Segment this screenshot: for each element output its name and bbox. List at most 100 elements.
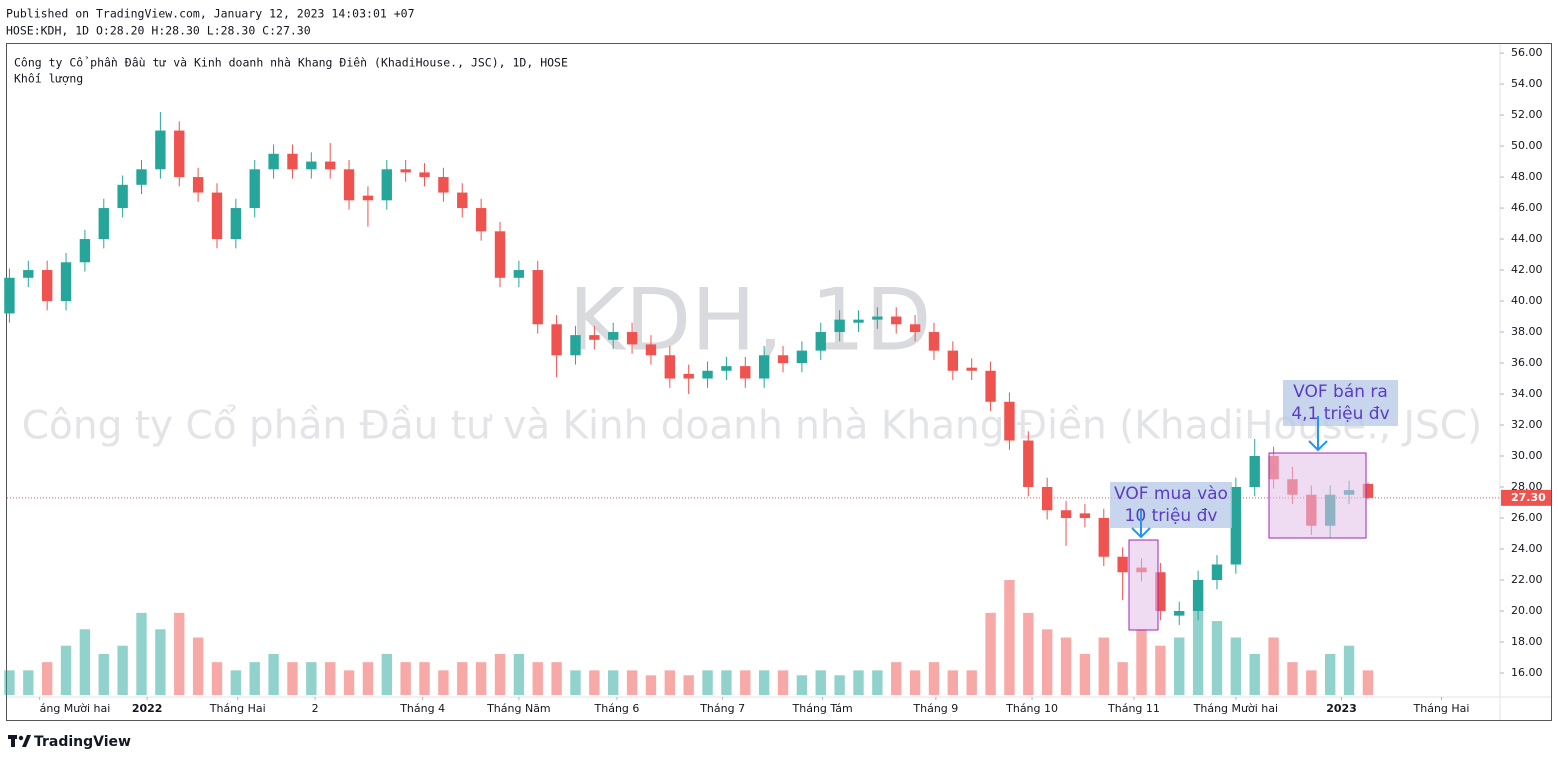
volume-bar (1136, 629, 1147, 695)
volume-bar (1155, 645, 1166, 695)
volume-bar (1362, 670, 1374, 695)
candle-body (589, 335, 600, 340)
volume-bar (494, 653, 506, 695)
last-price-box (1501, 489, 1551, 506)
candle-body (853, 319, 864, 323)
volume-bar (400, 662, 411, 695)
volume-bar (891, 662, 902, 695)
annotation-text: 4,1 triệu đv (1291, 404, 1389, 424)
candle-body (909, 324, 921, 333)
x-tick-label: Tháng 4 (399, 702, 445, 715)
y-tick-label: 24.00 (1511, 542, 1543, 555)
chart-frame (6, 43, 1552, 721)
candle-layer (4, 111, 1374, 625)
candle-body (777, 355, 789, 364)
candle-body (664, 355, 675, 379)
volume-bar (98, 653, 109, 695)
candle-body (438, 177, 449, 193)
candle-body (1174, 610, 1185, 616)
candle-body (192, 177, 204, 193)
volume-bar (1117, 662, 1128, 695)
volume-bar (589, 670, 600, 695)
volume-bar (1287, 662, 1298, 695)
volume-bar (702, 670, 713, 695)
annotation-arrowhead (1131, 527, 1151, 539)
candle-body (551, 324, 562, 356)
candle-body (400, 169, 411, 173)
candle-body (513, 270, 525, 278)
volume-bar (79, 629, 91, 695)
volume-bar (4, 670, 15, 695)
y-tick-label: 48.00 (1511, 170, 1543, 183)
volume-bar (1004, 580, 1015, 695)
candle-body (343, 169, 355, 201)
candle-body (475, 208, 487, 232)
candle-body (155, 130, 166, 170)
annotation-text: VOF bán ra (1293, 382, 1388, 402)
candle-body (1362, 483, 1374, 498)
x-tick-label: Tháng 11 (1107, 702, 1160, 715)
candle-body (136, 169, 147, 185)
volume-bar (928, 662, 940, 695)
candle-body (494, 231, 506, 278)
y-tick-label: 16.00 (1511, 666, 1543, 679)
candle-body (60, 262, 72, 302)
volume-bar (230, 670, 242, 695)
candle-body (570, 335, 581, 356)
volume-bar (551, 662, 562, 695)
volume-bar (985, 612, 996, 695)
volume-bar (1192, 588, 1204, 695)
volume-bar (1098, 637, 1109, 695)
volume-bar (532, 662, 543, 695)
candle-body (1192, 579, 1204, 611)
annotation-bg (1283, 380, 1398, 426)
candle-body (626, 332, 638, 345)
symbol-line: HOSE:KDH, 1D O:28.20 H:28.30 L:28.30 C:2… (6, 24, 311, 38)
volume-bar (758, 670, 770, 695)
volume-bar (1306, 670, 1317, 695)
legend-volume: Khối lượng (14, 72, 83, 86)
candle-body (249, 169, 260, 209)
x-tick-label: Tháng 7 (699, 702, 745, 715)
y-tick-label: 30.00 (1511, 449, 1543, 462)
candle-body (174, 130, 185, 178)
volume-bar (155, 629, 166, 695)
y-tick-label: 40.00 (1511, 294, 1543, 307)
candle-body (947, 350, 959, 371)
x-tick-label: Tháng Năm (486, 702, 551, 715)
annotation-bg (1110, 482, 1232, 528)
volume-bar (192, 637, 204, 695)
y-tick-label: 34.00 (1511, 387, 1543, 400)
volume-bar (909, 670, 921, 695)
highlight-box (1268, 452, 1367, 539)
x-tick-label: 2022 (132, 702, 163, 715)
volume-bar (1060, 637, 1072, 695)
volume-bar (1211, 621, 1223, 695)
candle-body (362, 195, 374, 201)
volume-bar (211, 662, 223, 695)
x-tick-label: Tháng Hai (209, 702, 266, 715)
candle-body (1004, 401, 1015, 441)
candle-body (1230, 487, 1242, 565)
volume-bar (23, 670, 34, 695)
candle-body (740, 366, 751, 379)
y-tick-label: 38.00 (1511, 325, 1543, 338)
candle-body (79, 239, 91, 263)
y-tick-label: 56.00 (1511, 46, 1543, 59)
x-tick-label: Tháng 9 (912, 702, 958, 715)
volume-bar (1230, 637, 1242, 695)
candle-body (532, 270, 543, 325)
candle-body (1211, 564, 1223, 580)
candle-body (985, 370, 996, 402)
tradingview-logo (8, 735, 31, 747)
candle-body (966, 367, 977, 371)
volume-bar (438, 670, 449, 695)
volume-bar (249, 662, 260, 695)
candle-body (306, 161, 317, 170)
candle-body (645, 344, 657, 356)
highlight-box (1128, 539, 1159, 631)
y-tick-label: 20.00 (1511, 604, 1543, 617)
volume-bar (287, 662, 298, 695)
